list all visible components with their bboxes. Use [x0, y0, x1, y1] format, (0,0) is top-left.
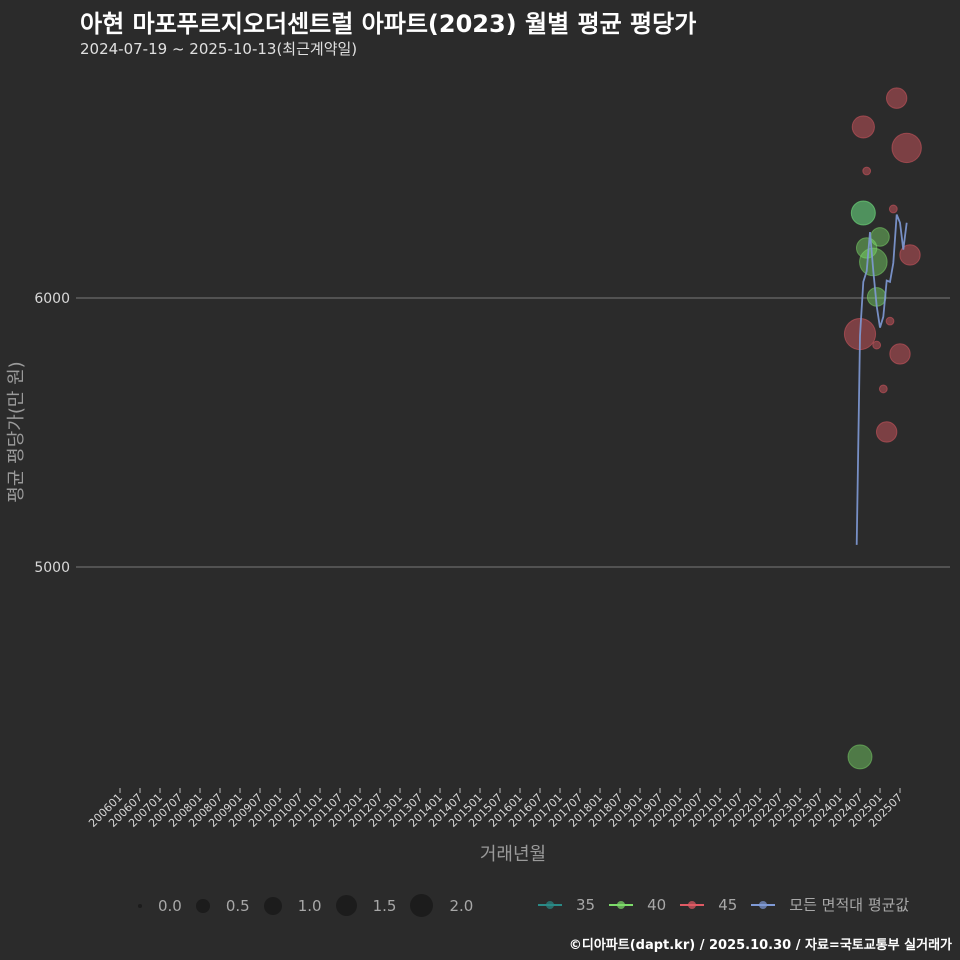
bubble-45 [885, 316, 895, 326]
average-line [855, 214, 908, 545]
color-legend-item: 40 [609, 896, 666, 914]
size-swatch-icon [195, 898, 210, 913]
size-swatch-icon [335, 895, 357, 916]
size-legend: 0.0 0.5 1.0 1.5 2.0 [138, 894, 487, 917]
gridlines [76, 297, 950, 568]
bubble-45 [889, 343, 911, 365]
chart-subtitle: 2024-07-19 ~ 2025-10-13(최근계약일) [80, 40, 358, 58]
color-legend: 35 40 45 모든 면적대 평균값 [538, 894, 923, 915]
bubble-45 [888, 204, 898, 214]
bubble-45 [851, 115, 875, 139]
bubble-40 [850, 200, 876, 226]
color-legend-label: 35 [576, 895, 596, 914]
color-legend-item: 모든 면적대 평균값 [751, 894, 909, 915]
x-axis-ticks: 2006012006072007012007072008012008072009… [86, 788, 905, 830]
y-tick-label: 5000 [34, 560, 70, 576]
size-swatch-icon [263, 896, 282, 915]
bubble-series [843, 87, 922, 770]
bubble-40 [847, 744, 873, 770]
color-legend-item: 35 [538, 896, 595, 914]
size-legend-label: 0.5 [225, 896, 250, 915]
bubble-45 [872, 340, 882, 350]
bubble-45 [878, 384, 888, 394]
size-legend-label: 1.5 [372, 896, 397, 915]
average-line-series [855, 214, 908, 545]
legend-line-swatch-icon [680, 900, 705, 909]
size-legend-label: 0.0 [158, 896, 182, 915]
size-legend-label: 2.0 [449, 896, 474, 915]
size-swatch-icon [410, 894, 434, 917]
bubble-45 [862, 166, 872, 176]
source-footer: ©디아파트(dapt.kr) / 2025.10.30 / 자료=국토교통부 실… [568, 938, 952, 953]
chart-title: 아현 마포푸르지오더센트럴 아파트(2023) 월별 평균 평당가 [80, 10, 697, 38]
size-legend-item: 0.0 [138, 897, 182, 915]
legend-line-swatch-icon [609, 900, 634, 909]
color-legend-label: 모든 면적대 평균값 [789, 896, 910, 914]
x-axis-title: 거래년월 [480, 844, 546, 865]
size-legend-item: 2.0 [410, 894, 473, 917]
y-axis-title: 평균 평당가(만 원) [6, 361, 27, 502]
size-swatch-icon [138, 903, 142, 908]
size-legend-item: 1.5 [335, 895, 397, 916]
bubble-45 [891, 132, 922, 164]
y-tick-label: 6000 [34, 291, 70, 307]
size-legend-label: 1.0 [297, 896, 322, 915]
color-legend-label: 40 [647, 895, 667, 914]
bubble-45 [875, 421, 898, 443]
color-legend-label: 45 [718, 895, 738, 914]
color-legend-item: 45 [680, 896, 737, 914]
bubble-45 [885, 87, 908, 109]
size-legend-item: 0.5 [195, 896, 250, 915]
size-legend-item: 1.0 [263, 896, 322, 915]
y-axis-ticks: 5000 6000 [34, 291, 70, 576]
legend-line-swatch-icon [538, 900, 562, 909]
bubble-45 [899, 244, 921, 266]
legend-line-swatch-icon [751, 900, 776, 909]
bubble-40 [870, 227, 890, 247]
